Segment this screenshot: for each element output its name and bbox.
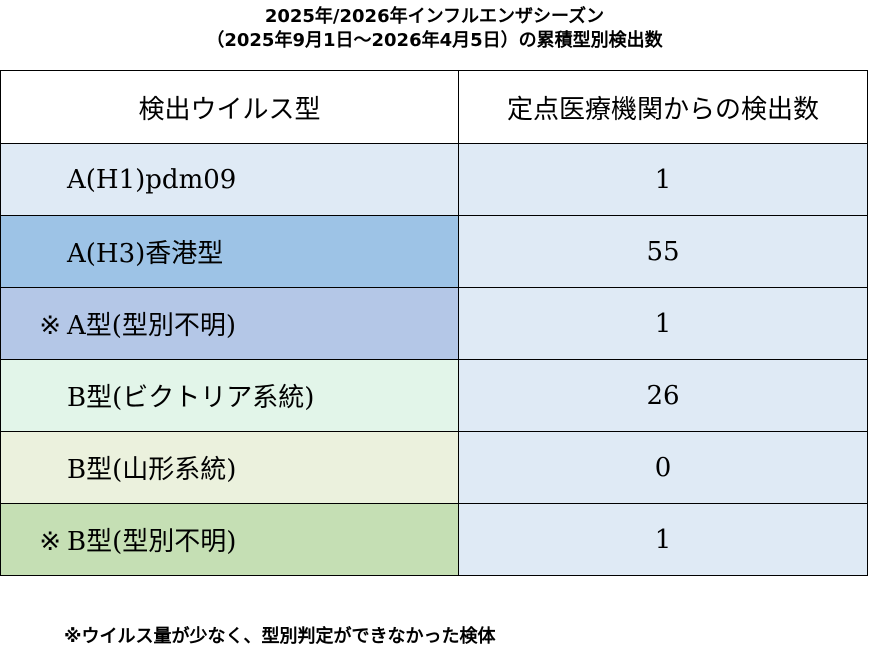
detection-count: 1 bbox=[458, 287, 868, 360]
detection-table: 検出ウイルス型 定点医療機関からの検出数 A(H1)pdm09 1 A(H3)香… bbox=[0, 70, 868, 576]
header-detection-count: 定点医療機関からの検出数 bbox=[458, 70, 868, 144]
header-virus-type: 検出ウイルス型 bbox=[0, 70, 459, 144]
detection-count: 1 bbox=[458, 503, 868, 576]
table-row: B型(山形系統) 0 bbox=[0, 431, 868, 504]
virus-type-label: A(H1)pdm09 bbox=[67, 164, 237, 195]
table-row: ※ A型(型別不明) 1 bbox=[0, 287, 868, 360]
note-mark: ※ bbox=[39, 311, 61, 341]
note-mark: ※ bbox=[39, 527, 61, 557]
virus-type-label: A型(型別不明) bbox=[67, 311, 237, 341]
footnote: ※ウイルス量が少なく、型別判定ができなかった検体 bbox=[64, 626, 496, 647]
row-label-cell: A(H1)pdm09 bbox=[0, 143, 459, 216]
table-row: A(H1)pdm09 1 bbox=[0, 143, 868, 216]
title-line-1: 2025年/2026年インフルエンザシーズン bbox=[264, 6, 605, 27]
detection-count: 55 bbox=[458, 215, 868, 288]
row-label-cell: A(H3)香港型 bbox=[0, 215, 459, 288]
row-label-cell: B型(ビクトリア系統) bbox=[0, 359, 459, 432]
table-header-row: 検出ウイルス型 定点医療機関からの検出数 bbox=[0, 70, 868, 144]
detection-count: 26 bbox=[458, 359, 868, 432]
table-row: B型(ビクトリア系統) 26 bbox=[0, 359, 868, 432]
virus-type-label: A(H3)香港型 bbox=[67, 239, 224, 269]
virus-type-label: B型(山形系統) bbox=[67, 455, 237, 485]
table-row: A(H3)香港型 55 bbox=[0, 215, 868, 288]
table-row: ※ B型(型別不明) 1 bbox=[0, 503, 868, 576]
virus-type-label: B型(ビクトリア系統) bbox=[67, 383, 315, 413]
title-line-2: （2025年9月1日～2026年4月5日）の累積型別検出数 bbox=[206, 30, 663, 51]
detection-count: 1 bbox=[458, 143, 868, 216]
row-label-cell: ※ A型(型別不明) bbox=[0, 287, 459, 360]
row-label-cell: ※ B型(型別不明) bbox=[0, 503, 459, 576]
row-label-cell: B型(山形系統) bbox=[0, 431, 459, 504]
virus-type-label: B型(型別不明) bbox=[67, 527, 237, 557]
detection-count: 0 bbox=[458, 431, 868, 504]
